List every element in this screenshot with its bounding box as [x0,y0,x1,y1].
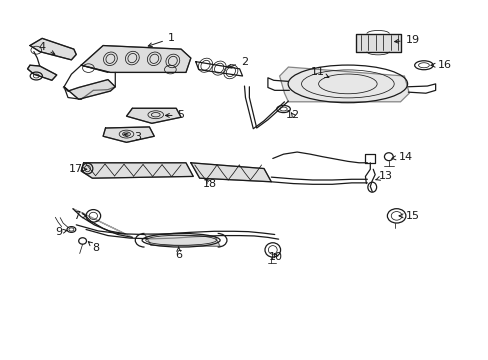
Polygon shape [63,80,115,99]
Text: 12: 12 [285,111,300,121]
Polygon shape [103,127,154,142]
Polygon shape [81,45,190,72]
Text: 14: 14 [391,152,412,162]
Polygon shape [30,39,76,60]
Text: 5: 5 [165,111,184,121]
Text: 19: 19 [394,35,419,45]
Text: 18: 18 [203,179,217,189]
Text: 13: 13 [375,171,392,181]
Text: 9: 9 [56,227,67,237]
Text: 10: 10 [269,252,283,262]
Text: 15: 15 [398,211,419,221]
Polygon shape [279,67,408,102]
Text: 7: 7 [73,211,86,221]
Polygon shape [126,108,181,123]
Polygon shape [190,163,271,182]
Text: 16: 16 [430,60,450,70]
Polygon shape [27,65,57,80]
Polygon shape [81,163,193,178]
Text: 3: 3 [123,132,141,142]
Text: 1: 1 [148,33,175,47]
Text: 6: 6 [175,247,182,260]
Text: 8: 8 [88,242,99,253]
Text: 2: 2 [227,57,247,68]
Text: 4: 4 [39,42,55,54]
Polygon shape [144,234,220,246]
Polygon shape [355,34,400,51]
Polygon shape [73,209,132,237]
Text: 11: 11 [310,67,328,77]
Text: 17: 17 [69,164,86,174]
